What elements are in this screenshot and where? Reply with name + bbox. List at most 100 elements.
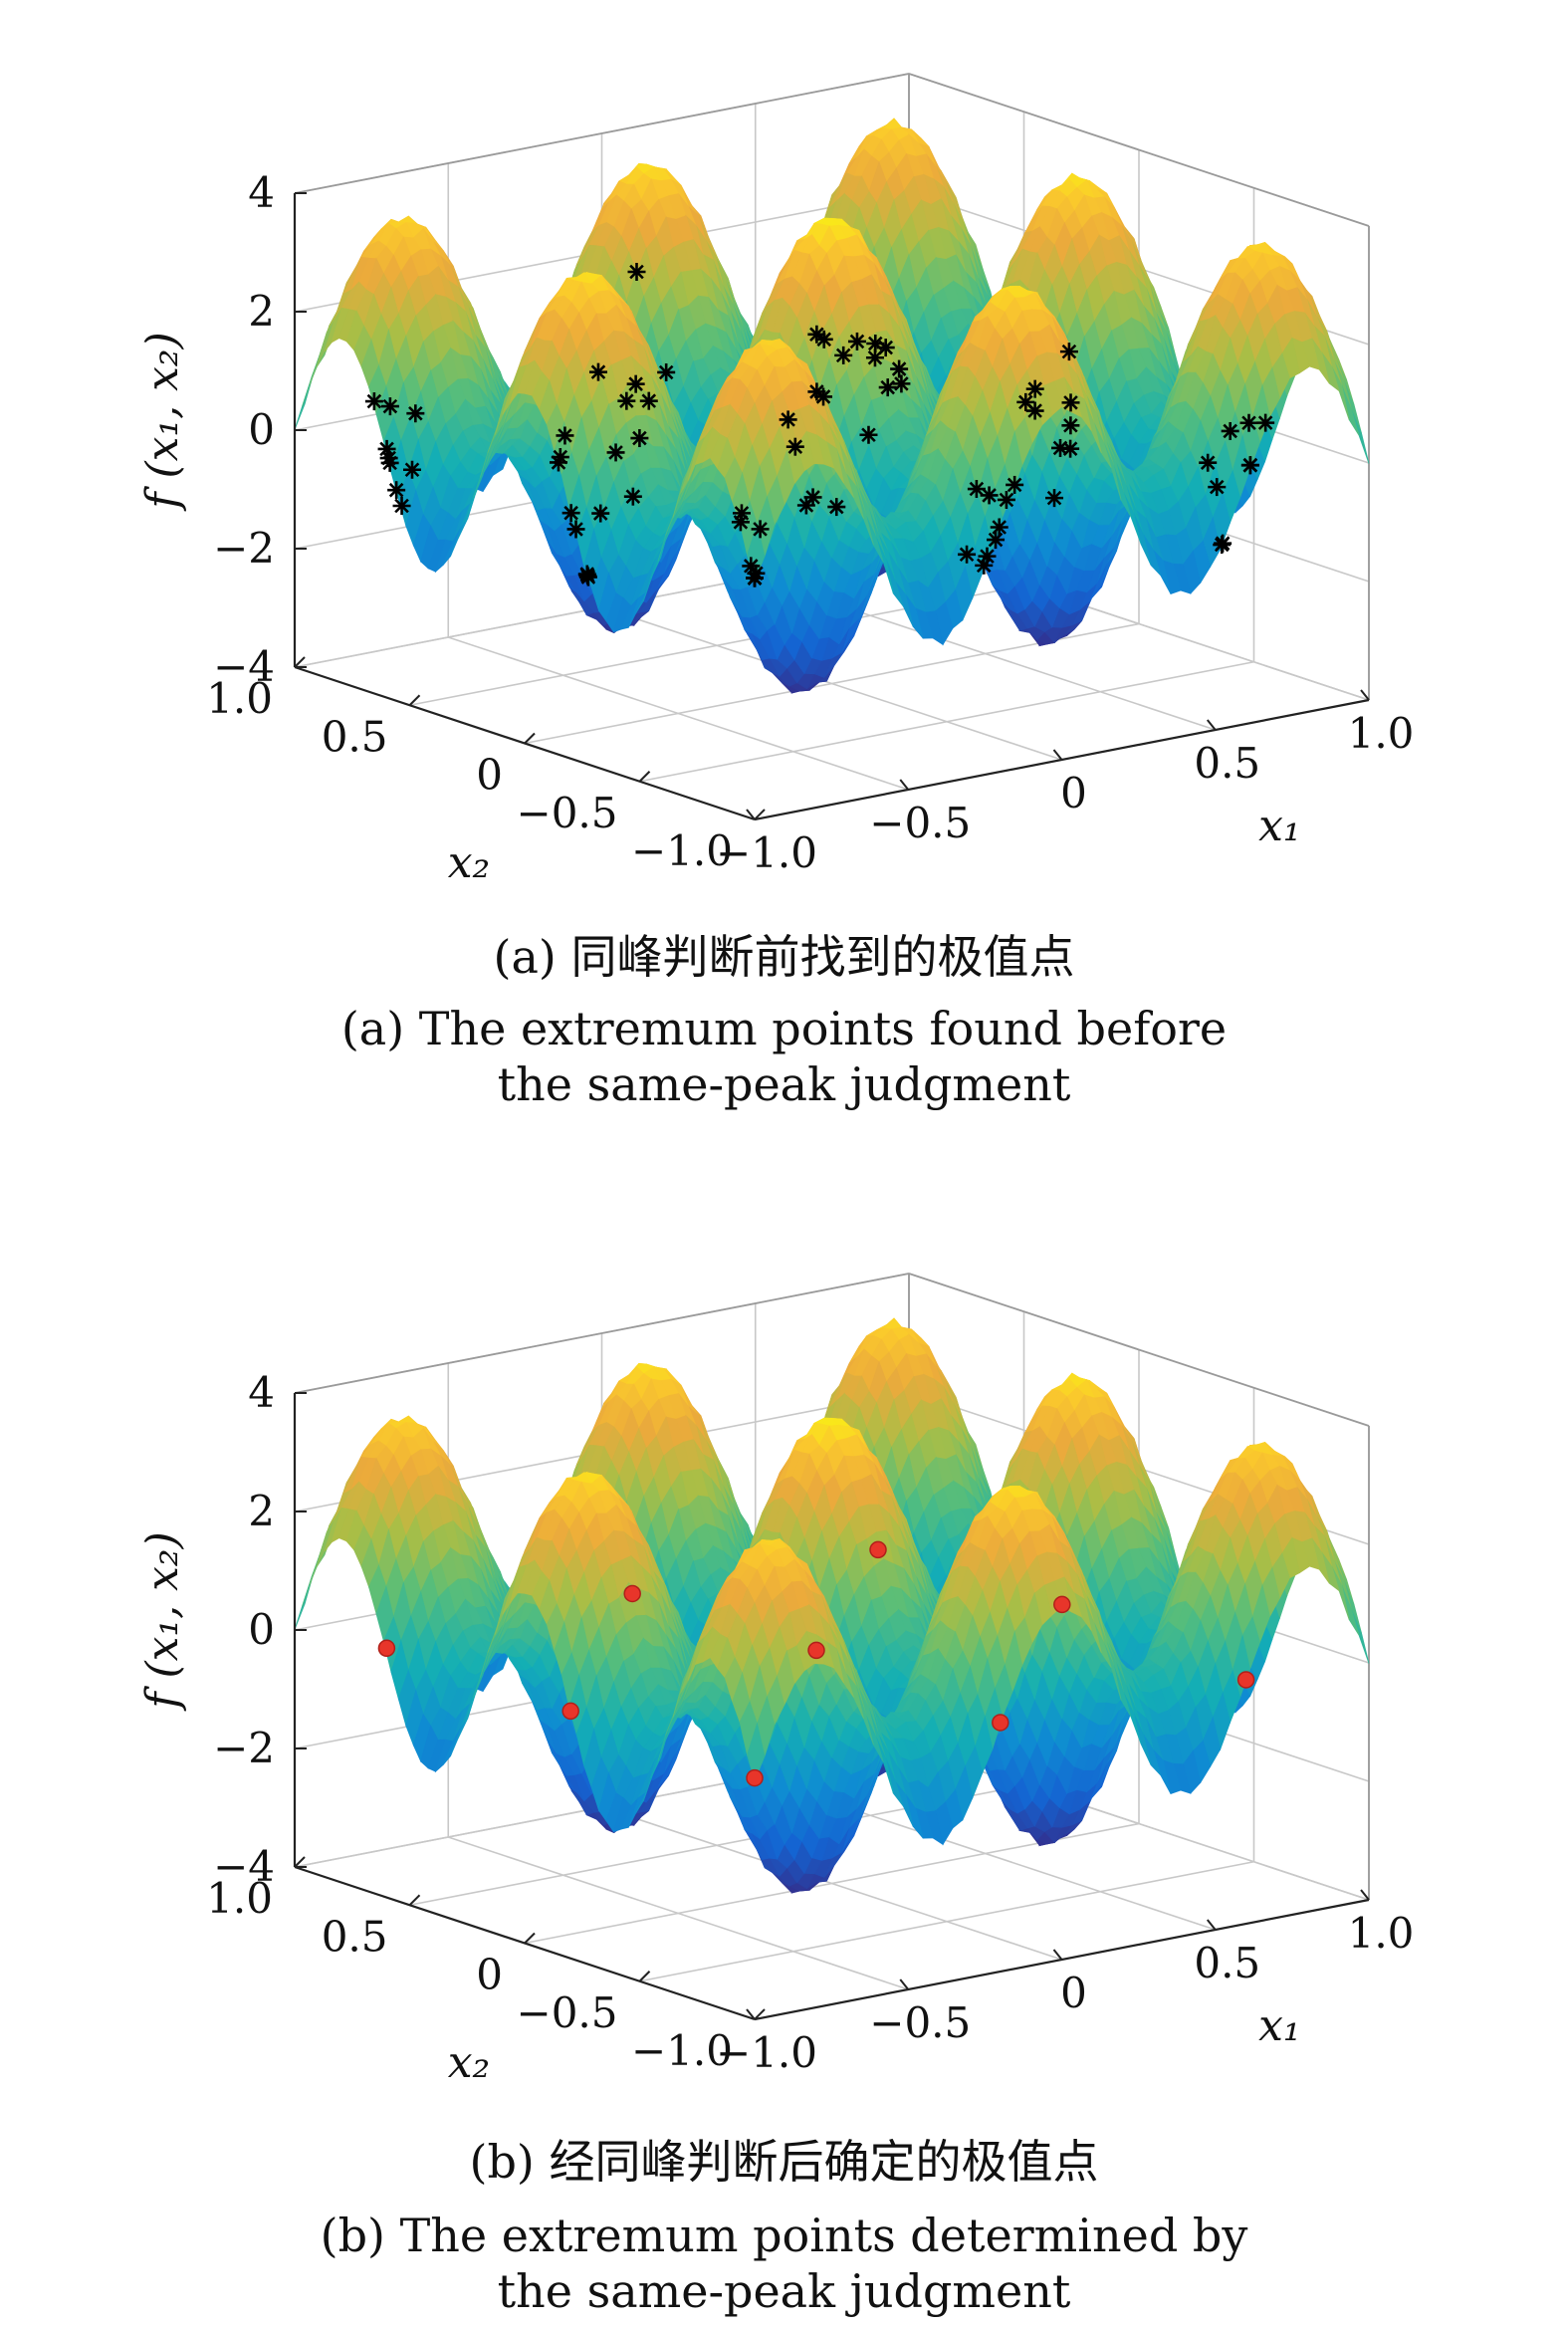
extremum-point: [551, 448, 569, 467]
extremum-point: [591, 504, 610, 523]
figure-panel-a: −1.0 −0.5 0 0.5 1.0 −1.0 −0.5 0 0.5 1.0 −4 −2 0 2 4 x₁ x…: [0, 0, 1568, 1155]
extremum-point: [732, 504, 751, 523]
extremum-point: [403, 460, 422, 479]
extremum-point: [892, 374, 911, 393]
extremum-point: [890, 359, 909, 378]
extremum-point: [626, 374, 645, 393]
x1-tick: [1206, 719, 1217, 731]
grid-line: [524, 1822, 1140, 1945]
extremum-point: [975, 556, 994, 575]
extremum-point: [1025, 379, 1044, 398]
extremum-point: [387, 481, 406, 500]
extremum-point: [751, 520, 770, 539]
x1-axis-label: x₁: [1258, 801, 1300, 851]
extremum-point: [1016, 392, 1035, 411]
extremum-point: [785, 437, 804, 456]
extremum-point: [876, 339, 895, 357]
extremum-point: [827, 498, 846, 517]
extremum-point: [1045, 489, 1064, 508]
figure-panel-b: −1.0 −0.5 0 0.5 1.0 −1.0 −0.5 0 0.5 1.0 −4 −2 0 2 4 x₁ x…: [0, 1200, 1568, 2327]
x1-tick: [899, 779, 910, 791]
caption-a-en-line1: (a) The extremum points found before: [340, 1002, 1228, 1055]
extremum-point: [990, 518, 1008, 537]
x1-tick-label: 1.0: [1348, 709, 1415, 758]
x2-tick: [408, 694, 421, 706]
extremum-point: [627, 263, 646, 282]
extremum-point: [747, 564, 766, 582]
extremum-point: [623, 487, 642, 506]
extremum-point: [847, 332, 866, 350]
extremum-point: [987, 531, 1006, 550]
x1-tick-label: 0: [1060, 769, 1087, 817]
surface-mesh: [294, 1317, 1370, 1894]
extremum-point: [1221, 421, 1239, 440]
extremum-point: [980, 486, 999, 505]
x2-tick-label: −1.0: [631, 826, 733, 875]
extremum-point: [807, 382, 826, 401]
x1-tick-label: −0.5: [869, 799, 971, 847]
extremum-point: [588, 362, 607, 381]
extremum-point: [639, 391, 658, 410]
x2-tick-label: 1.0: [206, 674, 273, 723]
box-edge: [908, 73, 1370, 227]
extremum-point: [878, 378, 897, 397]
x2-tick-label: 0.5: [322, 712, 388, 761]
extremum-point: [577, 565, 596, 583]
surface-plot-b: −1.0−0.500.51.0−1.0−0.500.51.0−4−2024x₁x…: [137, 1273, 1414, 2088]
extremum-point: [834, 346, 853, 364]
extremum-point: [1061, 393, 1080, 412]
extremum-point: [1006, 475, 1024, 494]
extremum-point: [1208, 478, 1227, 497]
extremum-point: [606, 443, 625, 462]
extremum-point: [1256, 413, 1275, 432]
box-edge: [294, 1273, 910, 1394]
extremum-point: [967, 480, 986, 499]
extremum-point: [630, 429, 649, 448]
z-tick-label: −2: [213, 524, 275, 573]
x1-tick: [1052, 749, 1063, 761]
x2-tick-label: −0.5: [517, 789, 618, 837]
extremum-point: [1240, 456, 1259, 475]
extremum-point: [1214, 534, 1232, 553]
extremum-point: [1059, 343, 1078, 361]
x1-tick-label: −1.0: [716, 828, 817, 877]
extremum-point: [997, 490, 1015, 509]
extremum-point: [814, 330, 833, 349]
caption-a-en: (a) The extremum points found before the…: [0, 1001, 1568, 1112]
x1-tick: [746, 809, 756, 820]
extremum-point: [380, 397, 399, 416]
extremum-point: [406, 404, 425, 423]
extremum-point: [617, 391, 636, 410]
extremum-point: [1025, 401, 1044, 420]
grid-line: [524, 622, 1140, 745]
z-axis-label: f (x₁, x₂): [137, 332, 188, 511]
caption-a-zh: (a) 同峰判断前找到的极值点: [493, 930, 1075, 984]
extremum-point: [958, 545, 977, 564]
extremum-point: [379, 449, 398, 468]
x2-tick: [294, 656, 306, 668]
extremum-point: [1061, 416, 1080, 435]
extremum-point: [566, 520, 585, 539]
caption-a-en-line2: the same-peak judgment: [497, 1057, 1071, 1111]
extremum-point: [1239, 413, 1258, 432]
x2-axis-label: x₂: [448, 837, 490, 888]
z-tick-label: −4: [213, 642, 275, 691]
x2-tick-label: 0: [476, 751, 503, 800]
x1-tick-label: 0.5: [1194, 739, 1260, 788]
box-edge: [294, 73, 910, 194]
surface-plot-a: −1.0−0.500.51.0−1.0−0.500.51.0−4−2024x₁x…: [137, 73, 1414, 888]
extremum-point: [859, 425, 878, 444]
extremum-point: [561, 504, 580, 523]
surface-mesh: [294, 117, 1370, 694]
extremum-point: [1199, 453, 1218, 472]
extremum-point: [779, 410, 797, 429]
extremum-point: [796, 496, 815, 515]
z-tick-label: 0: [248, 405, 275, 454]
x1-tick: [1360, 689, 1370, 701]
z-tick-label: 2: [248, 287, 275, 336]
extremum-point: [364, 392, 383, 411]
extremum-point: [556, 426, 574, 445]
x2-tick: [524, 732, 536, 745]
box-edge: [908, 1273, 1370, 1427]
